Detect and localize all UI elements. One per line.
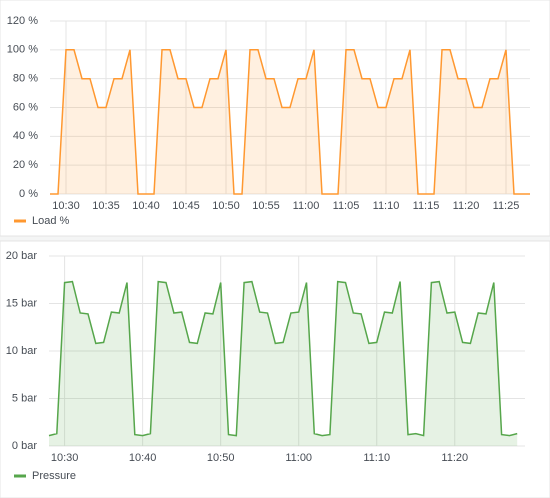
y-tick-label: 40 % bbox=[13, 130, 38, 142]
legend-swatch bbox=[14, 219, 26, 223]
y-tick-label: 20 % bbox=[13, 159, 38, 171]
panel bbox=[0, 0, 550, 237]
y-tick-label: 80 % bbox=[13, 73, 38, 85]
x-tick-label: 10:30 bbox=[52, 200, 80, 212]
x-tick-label: 10:50 bbox=[212, 200, 240, 212]
x-tick-label: 11:10 bbox=[373, 200, 400, 212]
y-tick-label: 15 bar bbox=[6, 297, 38, 309]
x-tick-label: 10:45 bbox=[172, 200, 200, 212]
legend-label: Load % bbox=[32, 215, 70, 227]
x-tick-label: 10:50 bbox=[207, 452, 235, 464]
y-tick-label: 60 % bbox=[13, 101, 38, 113]
x-tick-label: 11:15 bbox=[413, 200, 440, 212]
area bbox=[49, 281, 518, 446]
x-tick-label: 10:35 bbox=[92, 200, 120, 212]
x-tick-label: 10:30 bbox=[51, 452, 79, 464]
y-tick-label: 120 % bbox=[7, 15, 38, 27]
x-tick-label: 11:20 bbox=[453, 200, 480, 212]
x-tick-label: 10:55 bbox=[252, 200, 280, 212]
y-tick-label: 10 bar bbox=[6, 345, 38, 357]
y-tick-label: 100 % bbox=[7, 44, 38, 56]
y-tick-label: 0 bar bbox=[12, 440, 37, 452]
x-tick-label: 11:25 bbox=[493, 200, 520, 212]
legend-label: Pressure bbox=[32, 470, 76, 482]
x-tick-label: 11:00 bbox=[285, 452, 312, 464]
line bbox=[50, 49, 530, 195]
x-tick-label: 11:10 bbox=[363, 452, 390, 464]
panel bbox=[0, 240, 550, 498]
x-tick-label: 11:20 bbox=[441, 452, 468, 464]
legend-swatch bbox=[14, 474, 26, 478]
line bbox=[48, 280, 518, 437]
y-tick-label: 5 bar bbox=[12, 392, 37, 404]
x-tick-label: 10:40 bbox=[132, 200, 160, 212]
y-tick-label: 0 % bbox=[19, 188, 38, 200]
x-tick-label: 11:00 bbox=[293, 200, 320, 212]
x-tick-label: 11:05 bbox=[333, 200, 360, 212]
area bbox=[50, 49, 530, 194]
x-tick-label: 10:40 bbox=[129, 452, 157, 464]
y-tick-label: 20 bar bbox=[6, 250, 38, 262]
